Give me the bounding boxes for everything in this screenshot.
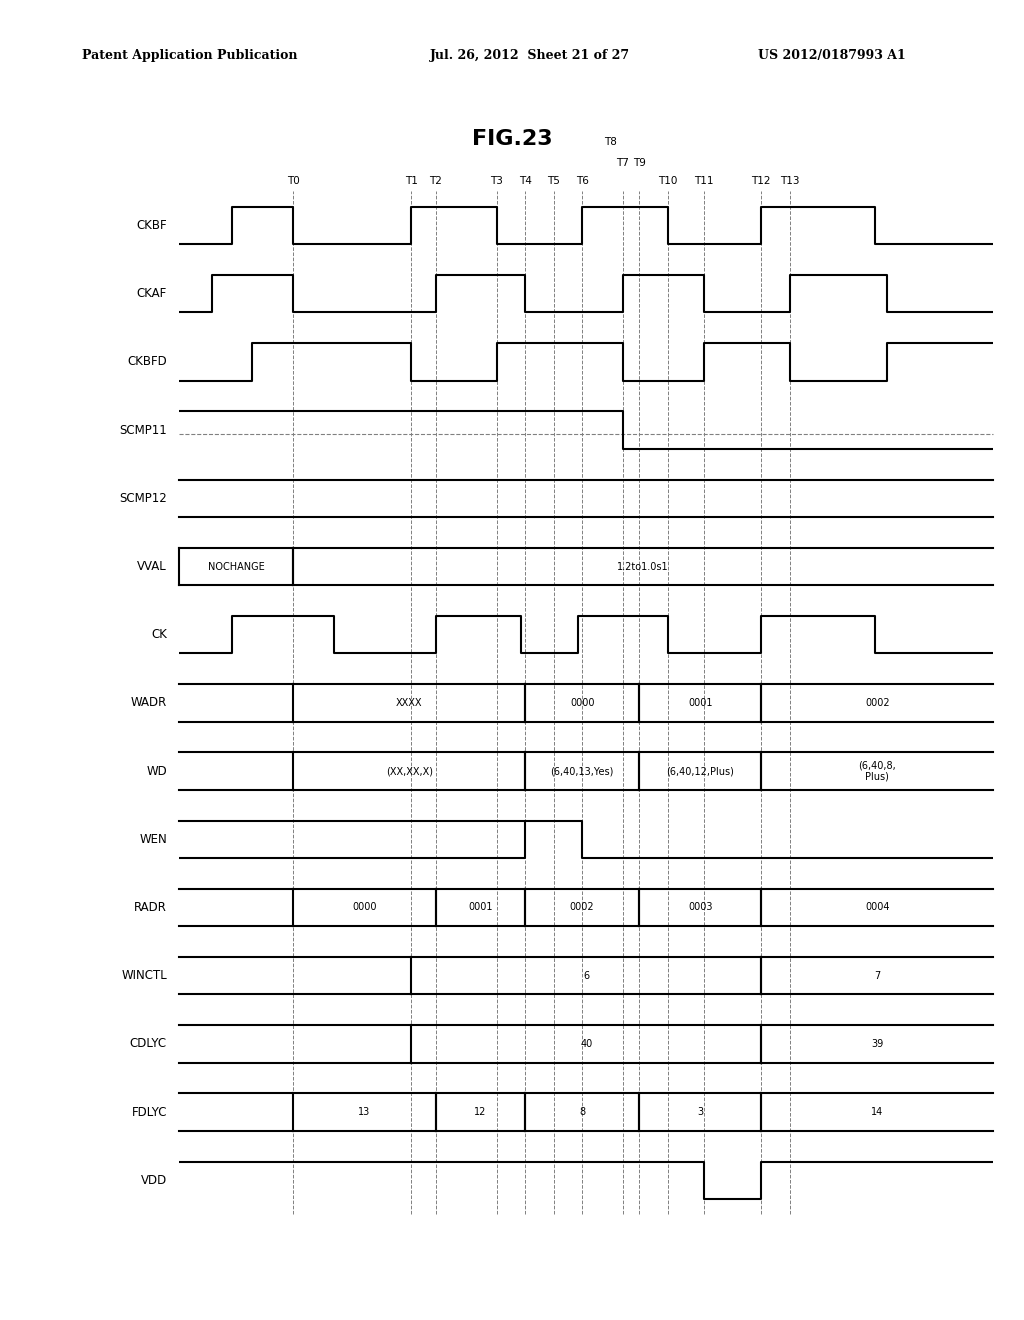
Text: T3: T3 [490,176,503,186]
Text: 0000: 0000 [570,698,594,708]
Text: US 2012/0187993 A1: US 2012/0187993 A1 [758,49,905,62]
Text: CKAF: CKAF [136,288,167,300]
Text: Patent Application Publication: Patent Application Publication [82,49,297,62]
Text: T5: T5 [547,176,560,186]
Text: T12: T12 [752,176,771,186]
Text: 0002: 0002 [570,903,595,912]
Text: T8: T8 [604,136,617,147]
Text: WADR: WADR [131,697,167,709]
Text: T0: T0 [287,176,300,186]
Text: T13: T13 [780,176,800,186]
Text: 0001: 0001 [688,698,713,708]
Text: VDD: VDD [140,1173,167,1187]
Text: T11: T11 [694,176,714,186]
Text: CKBF: CKBF [136,219,167,232]
Text: 0001: 0001 [468,903,493,912]
Text: Jul. 26, 2012  Sheet 21 of 27: Jul. 26, 2012 Sheet 21 of 27 [430,49,630,62]
Text: 12: 12 [474,1107,486,1117]
Text: 40: 40 [581,1039,592,1049]
Text: T2: T2 [429,176,442,186]
Text: 0003: 0003 [688,903,713,912]
Text: WD: WD [146,764,167,777]
Text: T6: T6 [575,176,589,186]
Text: RADR: RADR [134,902,167,913]
Text: VVAL: VVAL [137,560,167,573]
Text: 1.2to1.0s1: 1.2to1.0s1 [617,561,669,572]
Text: T7: T7 [616,157,630,168]
Text: FIG.23: FIG.23 [472,128,552,149]
Text: SCMP11: SCMP11 [119,424,167,437]
Text: T9: T9 [633,157,645,168]
Text: 7: 7 [874,970,881,981]
Text: T10: T10 [658,176,677,186]
Text: 13: 13 [358,1107,371,1117]
Text: CKBFD: CKBFD [127,355,167,368]
Text: FDLYC: FDLYC [131,1106,167,1118]
Text: 6: 6 [584,970,589,981]
Text: WEN: WEN [139,833,167,846]
Text: (6,40,12,Plus): (6,40,12,Plus) [667,766,734,776]
Text: 0002: 0002 [865,698,890,708]
Text: CK: CK [151,628,167,642]
Text: NOCHANGE: NOCHANGE [208,561,264,572]
Text: 0004: 0004 [865,903,890,912]
Text: (XX,XX,X): (XX,XX,X) [386,766,433,776]
Text: CDLYC: CDLYC [130,1038,167,1051]
Text: (6,40,13,Yes): (6,40,13,Yes) [551,766,613,776]
Text: T1: T1 [404,176,418,186]
Text: 0000: 0000 [352,903,377,912]
Text: XXXX: XXXX [396,698,423,708]
Text: (6,40,8,
Plus): (6,40,8, Plus) [858,760,896,781]
Text: 3: 3 [697,1107,703,1117]
Text: 14: 14 [871,1107,884,1117]
Text: SCMP12: SCMP12 [119,492,167,504]
Text: WINCTL: WINCTL [121,969,167,982]
Text: 39: 39 [871,1039,884,1049]
Text: T4: T4 [519,176,531,186]
Text: 8: 8 [580,1107,586,1117]
